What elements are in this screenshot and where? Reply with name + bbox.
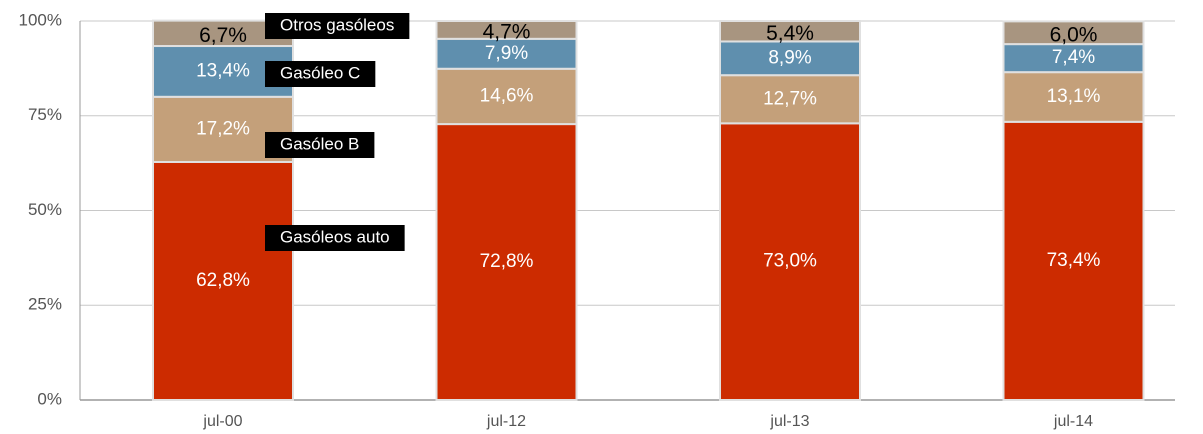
legend-item: Gasóleo B [265,132,375,158]
bar-segment [435,123,578,401]
x-tick-label: jul-12 [486,413,526,430]
data-label: 12,7% [763,88,817,109]
bar-segment [719,74,861,125]
bar-segment [719,20,861,43]
legend-label: Gasóleo B [280,134,359,153]
legend-box [265,13,410,39]
x-tick-label: jul-13 [769,413,809,430]
data-label: 8,9% [768,47,811,68]
data-label: 4,7% [483,20,531,43]
legend-label: Otros gasóleos [280,15,394,34]
data-label: 7,4% [1052,47,1095,68]
legend-item: Gasóleos auto [265,225,405,251]
data-label: 5,4% [766,22,814,45]
data-label: 14,6% [480,85,534,106]
legend-box [265,225,405,251]
data-label: 62,8% [196,270,250,291]
bar-segment [719,122,861,402]
x-tick-label: jul-00 [202,413,242,430]
data-label: 7,9% [485,43,528,64]
bar-segment [435,67,578,126]
legend-item: Otros gasóleos [265,13,410,39]
legend-label: Gasóleos auto [280,227,390,246]
bar-segment [435,37,578,70]
y-tick-label: 75% [28,105,62,124]
data-label: 73,4% [1047,250,1101,271]
bar-segment [1002,71,1145,123]
x-tick-label: jul-14 [1053,413,1093,430]
y-tick-label: 50% [28,200,62,219]
y-tick-label: 0% [37,389,62,408]
data-label: 17,2% [196,118,250,139]
bar-segment [1002,120,1145,402]
bar-segment [1002,20,1145,46]
data-label: 13,4% [196,60,250,81]
legend-box [265,132,375,158]
y-tick-label: 100% [19,10,62,29]
bar-segment [152,160,294,401]
legend-box [265,61,376,87]
legend-label: Gasóleo C [280,63,360,82]
data-label: 73,0% [763,251,817,272]
data-label: 72,8% [480,251,534,272]
bar-segment [1002,43,1145,74]
bar-segment [435,20,578,40]
bar-segment [719,40,861,77]
legend-item: Gasóleo C [265,61,376,87]
data-label: 6,0% [1050,23,1098,46]
data-label: 6,7% [199,24,247,47]
y-tick-label: 25% [28,295,62,314]
data-label: 13,1% [1047,86,1101,107]
